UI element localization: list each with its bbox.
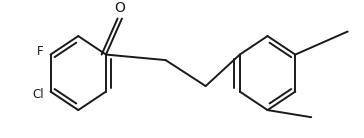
Text: O: O: [114, 1, 125, 15]
Text: F: F: [37, 46, 44, 59]
Text: Cl: Cl: [32, 88, 44, 101]
